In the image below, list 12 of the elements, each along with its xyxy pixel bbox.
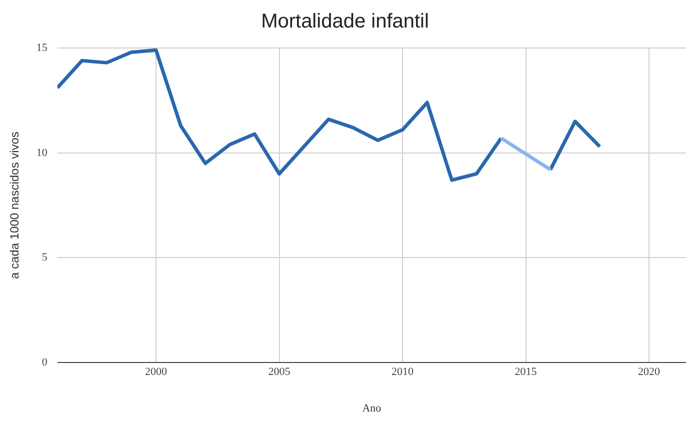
x-tick-label: 2020: [638, 366, 661, 378]
y-tick-label: 0: [42, 356, 48, 368]
chart-title: Mortalidade infantil: [261, 10, 429, 33]
x-tick-label: 2000: [145, 366, 168, 378]
y-tick-label: 15: [36, 42, 48, 54]
x-axis-title: Ano: [362, 402, 382, 414]
x-tick-label: 2010: [392, 366, 414, 378]
y-axis-title: a cada 1000 nascidos vivos: [8, 132, 22, 280]
y-tick-label: 10: [36, 146, 48, 159]
x-tick-label: 2015: [514, 366, 538, 378]
y-tick-label: 5: [42, 252, 48, 264]
x-tick-label: 2005: [268, 366, 291, 378]
